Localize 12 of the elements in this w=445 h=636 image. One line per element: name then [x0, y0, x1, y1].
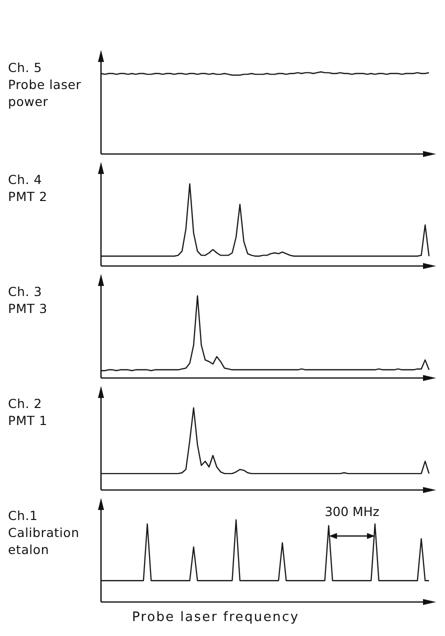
chart-title: Ch. 2 [8, 396, 44, 413]
text: 300 MHz [324, 504, 380, 519]
text: PMT 3 [8, 300, 48, 318]
chart-title: Ch. 5 [8, 60, 44, 77]
x-axis-title: Probe laser frequency [132, 610, 300, 625]
text: PMT 1 [8, 412, 48, 430]
text: PMT 2 [8, 188, 48, 206]
chart-title: Ch.1 [8, 508, 39, 525]
text: Calibration etalon [8, 524, 80, 559]
text: Probe laser power [8, 76, 82, 111]
chart-title: Ch. 4 [8, 172, 44, 189]
chart-title: Ch. 3 [8, 284, 44, 301]
